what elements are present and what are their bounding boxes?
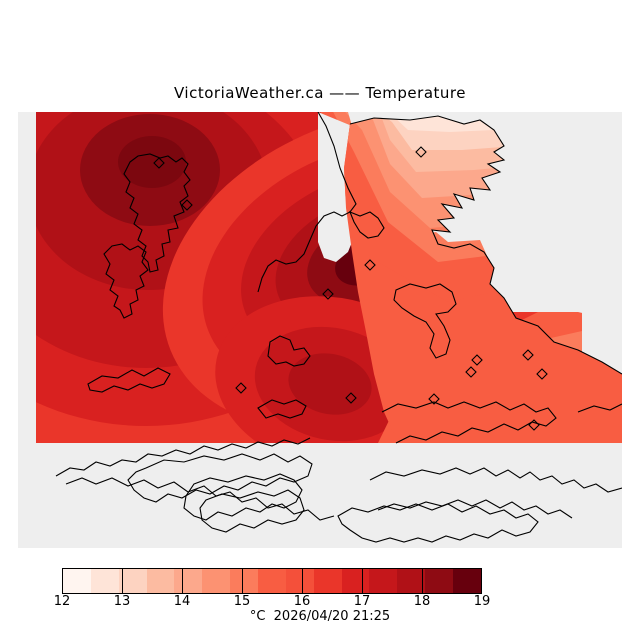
colorbar-swatch [118,569,147,593]
colorbar-swatch [341,569,370,593]
colorbar-swatch [174,569,203,593]
colorbar-swatch [202,569,231,593]
colorbar-tick-label: 13 [113,594,131,609]
coastline-south-landmass-c [199,489,305,533]
colorbar-tick-label: 12 [53,594,71,609]
colorbar[interactable] [62,568,482,594]
coastline-south-shore [381,401,557,444]
coastline-central-west [257,112,357,293]
colorbar-tick-label: 15 [233,594,251,609]
colorbar-caption: °C 2026/04/20 21:25 [249,609,391,624]
colorbar-tick-label: 18 [413,594,431,609]
coastline-nw-small-island [103,243,149,319]
coastline-east-island [393,283,457,359]
colorbar-swatch [146,569,175,593]
coastline-south-island-top [65,477,335,521]
ocean-mask-west [18,112,36,548]
diamond-marker[interactable] [536,368,548,380]
diamond-marker[interactable] [235,382,247,394]
diamond-marker[interactable] [322,288,334,300]
coastline-south-landmass-b [183,473,303,521]
diamond-marker[interactable] [181,199,193,211]
colorbar-swatch [285,569,314,593]
temperature-contour-map[interactable] [18,112,622,548]
colorbar-swatch [369,569,398,593]
coastline-small-sw-island [257,399,307,419]
map-panel[interactable] [18,112,622,548]
colorbar-tick-label: 17 [353,594,371,609]
colorbar-swatch [313,569,342,593]
colorbar-swatch [397,569,426,593]
diamond-marker[interactable] [465,366,477,378]
coastline-east-edge [577,403,622,413]
diamond-marker[interactable] [153,157,165,169]
colorbar-swatch [453,569,481,593]
coastline-south-east-shore [369,467,622,493]
colorbar-swatch [425,569,454,593]
coastline-mid-island [267,335,311,367]
diamond-marker[interactable] [364,259,376,271]
colorbar-swatch [63,569,91,593]
diamond-marker[interactable] [415,146,427,158]
colorbar-swatch [230,569,259,593]
colorbar-swatch [258,569,286,593]
ocean-mask-south [18,443,622,548]
page-title: VictoriaWeather.ca —— Temperature [174,84,466,102]
coastline-hotspot-inlet [349,211,385,239]
contour-ring-nw-core [118,136,186,188]
colorbar-swatch [90,569,119,593]
coastline-south-north-edge [55,437,311,477]
station-marker-layer[interactable] [153,146,548,431]
coastline-south-east-shore-b [377,499,573,519]
colorbar-tick-label: 19 [473,594,491,609]
diamond-marker[interactable] [345,392,357,404]
coastline-nw-island [123,153,191,273]
colorbar-gradient[interactable] [62,568,482,594]
colorbar-tick-label: 14 [173,594,191,609]
diamond-marker[interactable] [522,349,534,361]
diamond-marker[interactable] [471,354,483,366]
coastline-west-inlet [87,367,171,393]
contour-lobe-s-18 [288,353,372,415]
coastline-south-landmass-a [127,453,313,503]
ocean-mask-layer [18,112,622,548]
coastline-south-landmass-d [337,503,539,543]
diamond-marker[interactable] [428,393,440,405]
colorbar-tick-label: 16 [293,594,311,609]
coastline-ne-landmass [349,115,622,375]
diamond-marker[interactable] [528,419,540,431]
coastline-layer [55,112,622,543]
ocean-mask-east [488,112,622,312]
colorbar-tick-labels: 12 13 14 15 16 17 18 19 [54,594,491,610]
